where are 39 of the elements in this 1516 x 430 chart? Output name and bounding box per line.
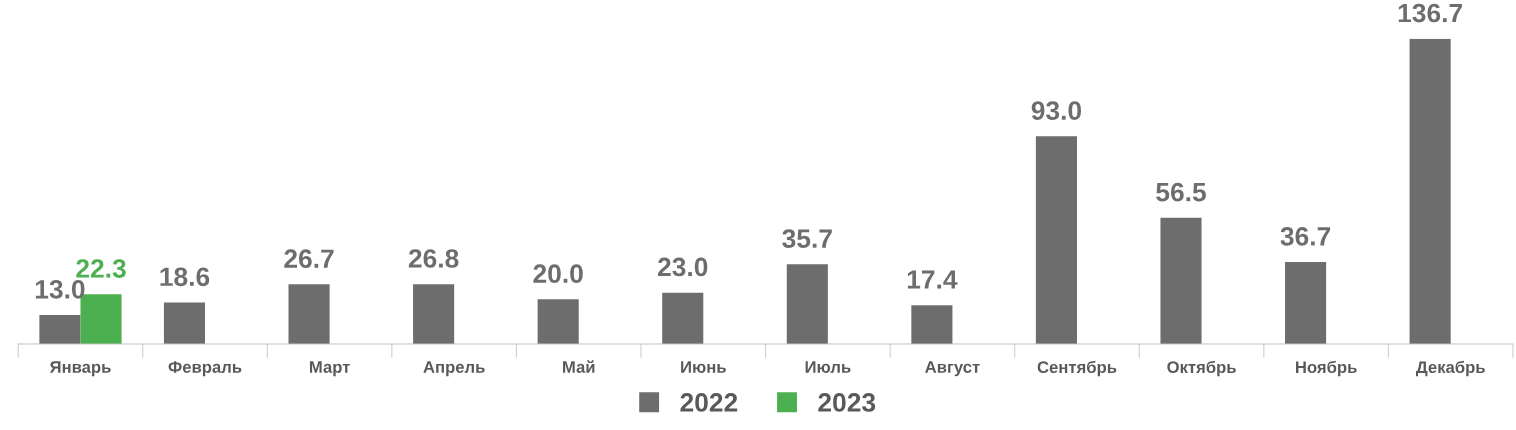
data-label: 17.4 [907, 270, 958, 289]
x-tick-label: Февраль [168, 361, 242, 377]
bar [413, 284, 455, 344]
data-label: 13.0 [35, 279, 85, 299]
x-tick-label: Сентябрь [1037, 360, 1117, 377]
data-label: 36.7 [1280, 227, 1331, 246]
bar [1409, 38, 1451, 344]
x-tick-label: Октябрь [1167, 360, 1236, 377]
bar [288, 284, 330, 344]
data-label: 26.7 [284, 249, 334, 269]
bar [662, 292, 704, 344]
data-label: 26.8 [408, 249, 459, 268]
x-tick-label: Ноябрь [1296, 360, 1357, 377]
data-label: 23.0 [657, 257, 708, 277]
data-label: 20.0 [533, 264, 583, 284]
x-tick-label: Апрель [423, 361, 485, 377]
data-label: 22.3 [76, 259, 126, 278]
x-tick-label: Июль [805, 361, 851, 373]
bar [39, 314, 81, 344]
data-label: 56.5 [1156, 182, 1206, 202]
bar [163, 302, 206, 344]
legend-label: 2023 [818, 393, 876, 412]
x-tick-label: Март [309, 361, 350, 377]
bar [1285, 262, 1327, 344]
data-label: 136.7 [1398, 3, 1462, 23]
bar [911, 305, 953, 344]
data-label: 35.7 [782, 229, 832, 248]
x-tick-label: Май [563, 360, 595, 373]
bar [1035, 136, 1077, 344]
x-tick-label: Июнь [681, 361, 726, 373]
x-tick-label: Январь [49, 361, 111, 377]
x-tick-label: Август [925, 361, 980, 377]
bar [537, 299, 579, 344]
bar [1160, 217, 1202, 344]
bar [786, 264, 828, 344]
data-label: 18.6 [160, 267, 210, 287]
data-label: 93.0 [1031, 101, 1082, 121]
x-tick-label: Декабрь [1415, 360, 1485, 377]
legend-label: 2022 [680, 393, 738, 412]
